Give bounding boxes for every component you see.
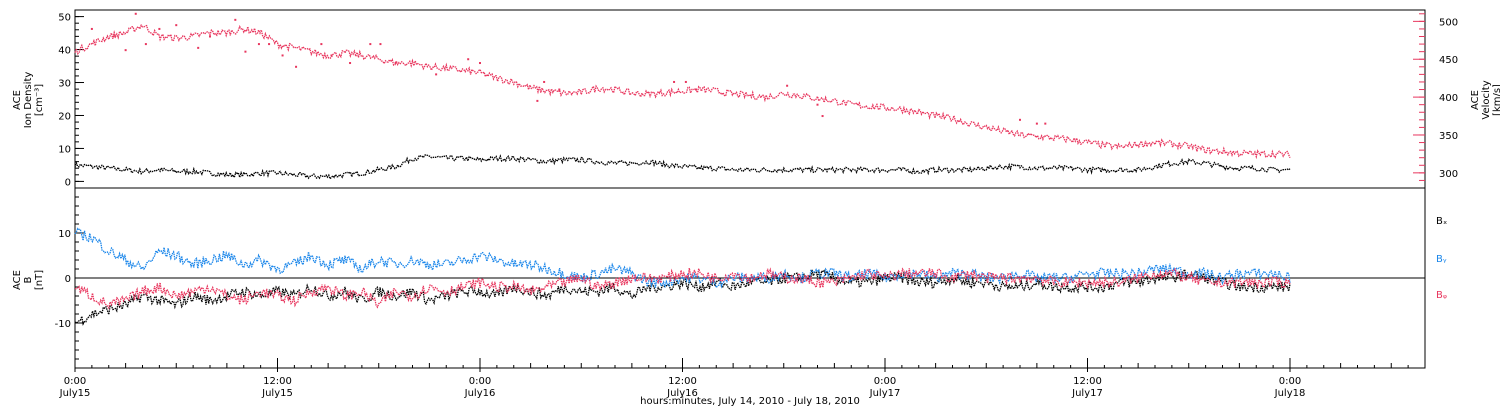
velocity-point — [558, 88, 561, 91]
velocity-point — [349, 62, 352, 65]
velocity-point — [379, 43, 382, 46]
y-tick-label: 50 — [58, 13, 71, 24]
velocity-point — [1019, 118, 1021, 121]
legend-entry: Bₓ — [1436, 216, 1447, 227]
velocity-point — [695, 88, 697, 91]
y-axis-title-field-line: ACE — [12, 270, 23, 290]
velocity-point — [467, 58, 470, 61]
bx-series — [74, 267, 1291, 326]
x-tick-day: July17 — [1071, 388, 1103, 399]
x-tick-time: 0:00 — [874, 376, 896, 387]
velocity-point — [134, 12, 137, 15]
y-axis-title-density-line: ACE — [12, 90, 23, 110]
y2-tick-label: 450 — [1439, 55, 1458, 66]
x-axis-title: hours:minutes, July 14, 2010 - July 18, … — [640, 396, 860, 407]
velocity-point — [369, 43, 372, 46]
density-series — [74, 153, 1291, 181]
x-tick-time: 0:00 — [1279, 376, 1301, 387]
velocity-point — [244, 50, 247, 53]
time-axis: 0:00July1512:00July150:00July1612:00July… — [59, 358, 1426, 399]
velocity-point — [821, 115, 824, 118]
velocity-point — [673, 80, 676, 83]
y-axis-title-field: ACE B [nT] — [12, 270, 45, 290]
velocity-point — [197, 46, 200, 49]
velocity-point — [435, 73, 438, 76]
y-tick-label: -10 — [55, 319, 71, 330]
y-tick-label: 30 — [58, 79, 71, 90]
velocity-point — [175, 24, 178, 27]
x-tick-time: 0:00 — [469, 376, 491, 387]
y-axis-title-velocity-line: ACE — [1470, 90, 1481, 110]
plot-frame — [74, 9, 1426, 189]
y-tick-label: 20 — [58, 111, 71, 122]
velocity-point — [124, 49, 127, 52]
velocity-point — [90, 27, 93, 30]
x-tick-time: 12:00 — [1073, 376, 1102, 387]
velocity-point — [158, 27, 161, 30]
velocity-point — [1035, 122, 1038, 125]
y-axis-title-field-line: B — [23, 276, 34, 283]
by-series — [74, 227, 1291, 290]
y-axis-title-density-line: [cm⁻³] — [34, 84, 45, 116]
y-axis-title-density-line: Ion Density — [23, 72, 34, 129]
x-tick-day: July15 — [59, 388, 91, 399]
velocity-point — [786, 84, 789, 87]
y-tick-label: 10 — [58, 144, 71, 155]
y2-tick-label: 400 — [1439, 93, 1458, 104]
x-tick-day: July15 — [261, 388, 293, 399]
x-tick-day: July18 — [1274, 388, 1306, 399]
y-tick-label: 0 — [65, 274, 71, 285]
velocity-point — [536, 99, 539, 102]
y-axis-title-field-line: [nT] — [34, 270, 45, 290]
x-tick-day: July16 — [464, 388, 496, 399]
y-axis-title-velocity: ACE Velocity [km/s] — [1470, 80, 1500, 119]
velocity-point — [295, 65, 298, 68]
y2-tick-label: 350 — [1439, 131, 1458, 142]
velocity-point — [144, 43, 147, 46]
bz-series — [74, 267, 1291, 310]
velocity-point — [281, 54, 284, 57]
legend-entry: Bᵧ — [1436, 254, 1447, 265]
velocity-point — [394, 62, 397, 65]
y2-tick-label: 300 — [1439, 169, 1458, 180]
y-tick-label: 10 — [58, 229, 71, 240]
velocity-point — [234, 18, 237, 21]
x-tick-time: 0:00 — [64, 376, 86, 387]
x-tick-day: July17 — [869, 388, 901, 399]
velocity-point — [320, 43, 323, 46]
velocity-point — [112, 35, 115, 38]
velocity-point — [543, 80, 546, 83]
y-axis-title-velocity-line: Velocity — [1481, 80, 1492, 119]
y2-tick-label: 500 — [1439, 17, 1458, 28]
velocity-series — [74, 23, 1291, 160]
velocity-point — [479, 62, 481, 65]
velocity-point — [209, 35, 211, 38]
panel-magnetic-field: -10 0 10 ACE B [nT] Bₓ Bᵧ Bᵩ — [12, 187, 1447, 369]
velocity-point — [268, 43, 271, 46]
velocity-point — [1044, 122, 1047, 125]
y-axis-title-velocity-line: [km/s] — [1492, 84, 1500, 116]
x-tick-time: 12:00 — [668, 376, 697, 387]
velocity-point — [330, 54, 333, 57]
velocity-point — [816, 103, 819, 106]
y-axis-title-density: ACE Ion Density [cm⁻³] — [12, 72, 45, 129]
velocity-point — [257, 43, 260, 46]
x-tick-day: July16 — [666, 388, 698, 399]
y-tick-label: 40 — [58, 46, 71, 57]
legend-entry: Bᵩ — [1436, 290, 1447, 301]
y-tick-label: 0 — [65, 177, 71, 188]
x-tick-time: 12:00 — [263, 376, 292, 387]
velocity-point — [684, 80, 687, 83]
